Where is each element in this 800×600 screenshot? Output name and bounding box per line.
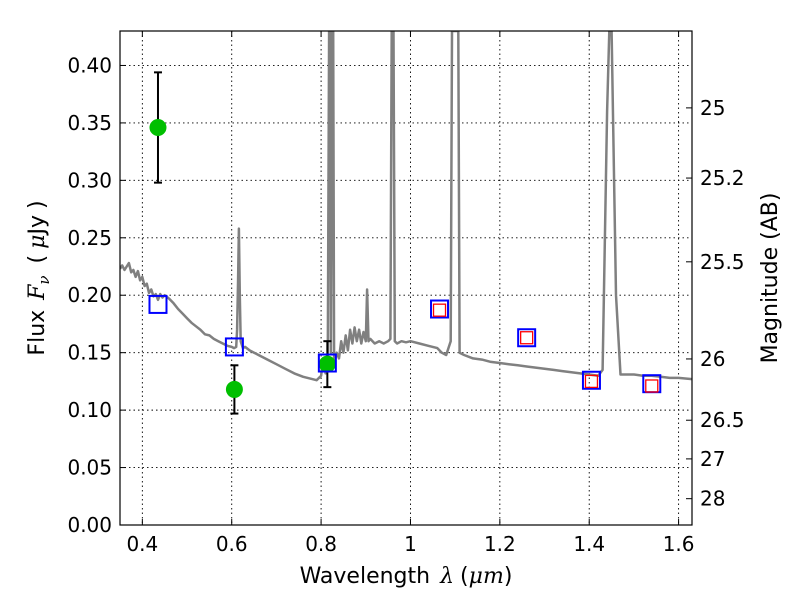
y-axis-close-paren: ) bbox=[25, 200, 50, 209]
x-tick-label: 1 bbox=[404, 532, 417, 556]
error-bars bbox=[153, 71, 332, 415]
x-axis-title: Wavelength λ (μm) bbox=[300, 564, 513, 589]
predicted-square bbox=[432, 303, 447, 317]
model-square bbox=[224, 337, 244, 357]
model-squares bbox=[148, 294, 662, 394]
model-sed-line bbox=[120, 31, 692, 382]
mag-tick-label: 27 bbox=[700, 447, 725, 471]
y-tick-label: 0.35 bbox=[67, 111, 112, 135]
x-tick-label: 0.6 bbox=[216, 532, 248, 556]
x-axis-label: Wavelength bbox=[300, 564, 431, 589]
y-axis-title: Flux Fν ( μJy) bbox=[25, 200, 53, 355]
plot-frame bbox=[119, 30, 693, 526]
mag-tick-label: 26 bbox=[700, 347, 725, 371]
y-tick-label: 0.10 bbox=[67, 398, 112, 422]
mag-tick-label: 25.5 bbox=[700, 250, 745, 274]
predicted-square bbox=[645, 379, 659, 393]
right-axis-title: Magnitude (AB) bbox=[758, 193, 783, 364]
x-tick-label: 1.6 bbox=[663, 532, 695, 556]
model-square bbox=[517, 328, 537, 348]
y-tick-label: 0.25 bbox=[67, 226, 112, 250]
observed-point bbox=[318, 355, 336, 373]
x-axis-unit: μm bbox=[469, 564, 504, 589]
y-tick-label: 0.30 bbox=[67, 168, 112, 192]
predicted-square bbox=[520, 331, 534, 345]
x-tick-label: 1.2 bbox=[484, 532, 516, 556]
y-tick-label: 0.20 bbox=[67, 283, 112, 307]
model-square bbox=[430, 299, 450, 319]
y-tick-label: 0.00 bbox=[67, 513, 112, 537]
mag-tick-label: 25 bbox=[700, 96, 725, 120]
y-axis-unit: Jy bbox=[25, 215, 50, 237]
x-axis-open-paren: ( bbox=[460, 564, 469, 589]
model-square bbox=[581, 370, 601, 390]
y-axis-subscript: ν bbox=[35, 275, 53, 284]
y-axis-symbol: F bbox=[25, 284, 50, 301]
y-axis-unit-prefix: μ bbox=[25, 235, 50, 249]
magnitude-tick-labels: 25 25.2 25.5 26 26.5 27 28 bbox=[700, 96, 745, 511]
observed-point bbox=[225, 380, 243, 398]
observed-point bbox=[149, 119, 167, 137]
y-tick-label: 0.15 bbox=[67, 341, 112, 365]
x-axis-close-paren: ) bbox=[504, 564, 513, 589]
mag-tick-label: 28 bbox=[700, 487, 725, 511]
y-tick-label: 0.05 bbox=[67, 456, 112, 480]
x-axis-symbol: λ bbox=[439, 564, 454, 589]
y-tick-label: 0.40 bbox=[67, 53, 112, 77]
y-axis-label: Flux bbox=[25, 310, 50, 356]
y-tick-labels: 0.00 0.05 0.10 0.15 0.20 0.25 0.30 0.35 0.40 bbox=[67, 53, 112, 537]
x-tick-labels: 0.4 0.6 0.8 1 1.2 1.4 1.6 bbox=[126, 532, 694, 556]
x-tick-label: 0.4 bbox=[126, 532, 158, 556]
observed-points bbox=[149, 119, 336, 398]
axis-ticks bbox=[120, 31, 692, 526]
mag-tick-label: 26.5 bbox=[700, 408, 745, 432]
x-tick-label: 1.4 bbox=[573, 532, 605, 556]
model-square bbox=[317, 353, 337, 373]
predicted-square bbox=[584, 374, 599, 389]
predicted-squares bbox=[432, 303, 659, 393]
y-axis-open-paren: ( bbox=[25, 255, 50, 264]
x-tick-label: 0.8 bbox=[305, 532, 337, 556]
mag-tick-label: 25.2 bbox=[700, 166, 745, 190]
model-square bbox=[148, 294, 168, 314]
